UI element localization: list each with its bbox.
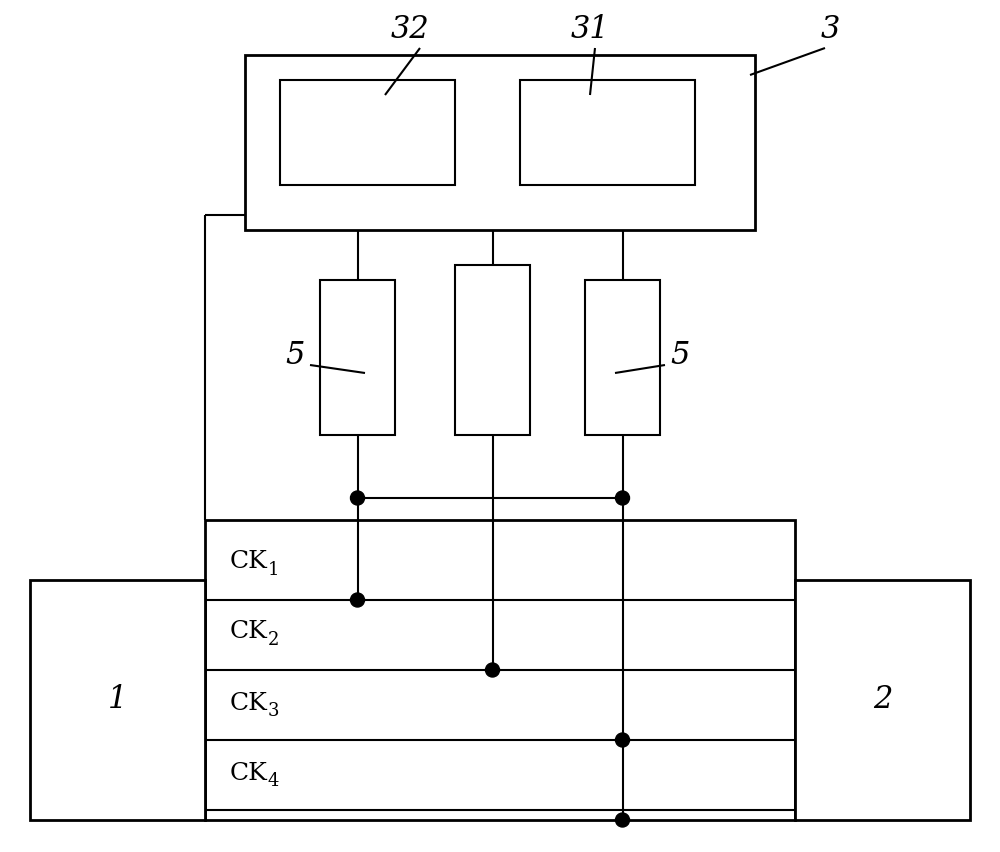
Bar bbox=[455, 265, 530, 435]
Text: 5: 5 bbox=[670, 339, 690, 371]
Text: 31: 31 bbox=[571, 14, 609, 45]
Bar bbox=[205, 520, 795, 820]
Text: 2: 2 bbox=[873, 684, 892, 716]
Circle shape bbox=[486, 663, 500, 677]
Bar bbox=[795, 580, 970, 820]
Text: CK: CK bbox=[230, 692, 268, 715]
Text: CK: CK bbox=[230, 550, 268, 573]
Text: 5: 5 bbox=[285, 339, 305, 371]
Text: 2: 2 bbox=[268, 631, 279, 649]
Circle shape bbox=[616, 813, 630, 827]
Text: 1: 1 bbox=[108, 684, 127, 716]
Bar bbox=[30, 580, 205, 820]
Text: 32: 32 bbox=[391, 14, 429, 45]
Circle shape bbox=[351, 491, 364, 505]
Circle shape bbox=[616, 491, 630, 505]
Bar bbox=[280, 80, 455, 185]
Circle shape bbox=[351, 593, 364, 607]
Circle shape bbox=[616, 733, 630, 747]
Text: 3: 3 bbox=[820, 14, 840, 45]
Bar bbox=[585, 280, 660, 435]
Text: CK: CK bbox=[230, 762, 268, 785]
Bar bbox=[520, 80, 695, 185]
Text: 4: 4 bbox=[268, 772, 279, 790]
Text: CK: CK bbox=[230, 620, 268, 643]
Bar bbox=[320, 280, 395, 435]
Bar bbox=[245, 55, 755, 230]
Text: 1: 1 bbox=[268, 561, 280, 579]
Text: 3: 3 bbox=[268, 702, 280, 720]
